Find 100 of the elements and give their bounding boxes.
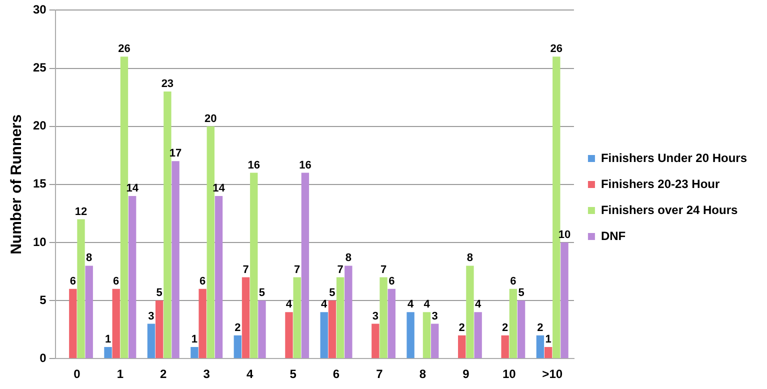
bar xyxy=(77,219,85,358)
data-label: 2 xyxy=(458,322,465,334)
x-tick-label: 4 xyxy=(246,367,254,382)
y-tick-label: 15 xyxy=(32,176,47,191)
bar xyxy=(104,346,112,358)
bar xyxy=(164,91,172,358)
data-label: 3 xyxy=(148,310,154,322)
bar xyxy=(372,324,380,358)
bar xyxy=(155,300,164,358)
data-label: 8 xyxy=(86,252,92,264)
bar xyxy=(301,172,310,358)
bar xyxy=(198,288,206,358)
x-tick-label: >10 xyxy=(542,367,563,382)
bar xyxy=(120,56,128,358)
bar xyxy=(206,126,215,358)
legend-label: DNF xyxy=(600,228,626,243)
y-tick-label: 10 xyxy=(32,234,47,249)
data-label: 5 xyxy=(156,287,162,300)
bar xyxy=(431,324,439,358)
data-label: 4 xyxy=(407,298,414,311)
legend-label: Finishers 20-23 Hour xyxy=(600,176,720,191)
bar xyxy=(128,196,136,358)
data-label: 16 xyxy=(299,159,312,172)
y-axis-title: Number of Runners xyxy=(8,114,26,254)
data-label: 4 xyxy=(321,298,328,311)
bar xyxy=(328,300,336,358)
bar xyxy=(172,161,180,358)
y-tick-label: 5 xyxy=(40,292,47,307)
bar xyxy=(552,56,560,358)
bar xyxy=(258,300,266,358)
data-label: 7 xyxy=(380,264,387,276)
bar xyxy=(214,196,223,358)
x-tick-label: 8 xyxy=(419,367,426,382)
data-label: 7 xyxy=(242,264,249,276)
bar xyxy=(147,324,156,358)
data-label: 7 xyxy=(337,264,344,276)
bar xyxy=(501,335,509,358)
bar xyxy=(380,277,388,358)
bar xyxy=(422,312,431,358)
y-tick-label: 30 xyxy=(32,2,47,17)
bar xyxy=(560,242,568,358)
bar xyxy=(406,312,414,358)
data-label: 1 xyxy=(545,334,552,346)
bar xyxy=(190,346,198,358)
bar xyxy=(336,277,344,358)
data-label: 6 xyxy=(199,275,206,288)
data-label: 12 xyxy=(74,206,88,218)
data-label: 20 xyxy=(204,112,217,125)
bar xyxy=(517,300,526,358)
legend-label: Finishers Under 20 Hours xyxy=(600,150,748,165)
bar xyxy=(242,277,250,358)
bar xyxy=(112,288,120,358)
bar xyxy=(344,266,352,358)
data-label: 26 xyxy=(118,43,130,56)
bar xyxy=(388,288,396,358)
data-label: 7 xyxy=(294,264,300,276)
data-label: 8 xyxy=(466,252,474,264)
data-label: 16 xyxy=(248,159,260,172)
legend-label: Finishers over 24 Hours xyxy=(600,202,738,217)
data-label: 6 xyxy=(510,275,516,288)
data-label: 2 xyxy=(502,322,508,334)
data-label: 10 xyxy=(558,229,571,241)
y-tick-label: 20 xyxy=(32,118,47,133)
data-label: 14 xyxy=(126,182,140,195)
data-label: 1 xyxy=(191,334,198,346)
x-tick-label: 6 xyxy=(332,367,340,382)
x-tick-label: 0 xyxy=(74,367,81,382)
bar xyxy=(544,346,552,358)
bar xyxy=(285,312,293,358)
bar xyxy=(293,277,301,358)
x-tick-label: 1 xyxy=(116,367,124,382)
data-label: 26 xyxy=(550,43,563,56)
data-label: 5 xyxy=(518,287,524,300)
bar xyxy=(234,335,242,358)
x-tick-label: 2 xyxy=(160,367,168,382)
bar xyxy=(536,335,544,358)
y-tick-label: 0 xyxy=(40,350,47,365)
x-tick-label: 3 xyxy=(203,367,210,382)
data-label: 2 xyxy=(537,322,544,334)
data-label: 4 xyxy=(475,298,482,311)
bar xyxy=(69,288,77,358)
data-label: 6 xyxy=(70,275,76,288)
data-label: 6 xyxy=(388,275,395,288)
data-label: 23 xyxy=(161,78,174,90)
data-label: 6 xyxy=(113,275,120,288)
bar xyxy=(250,172,258,358)
data-label: 1 xyxy=(104,334,112,346)
data-label: 3 xyxy=(372,310,378,322)
bar xyxy=(85,266,93,358)
x-tick-label: 7 xyxy=(376,367,384,382)
data-label: 3 xyxy=(432,310,438,322)
data-label: 4 xyxy=(286,298,293,311)
data-label: 5 xyxy=(329,287,336,300)
bar xyxy=(474,312,482,358)
y-tick-label: 25 xyxy=(32,60,47,75)
data-label: 14 xyxy=(212,182,226,195)
x-tick-label: 5 xyxy=(290,367,297,382)
bar xyxy=(509,288,518,358)
x-tick-label: 9 xyxy=(462,367,470,382)
bar xyxy=(458,335,466,358)
